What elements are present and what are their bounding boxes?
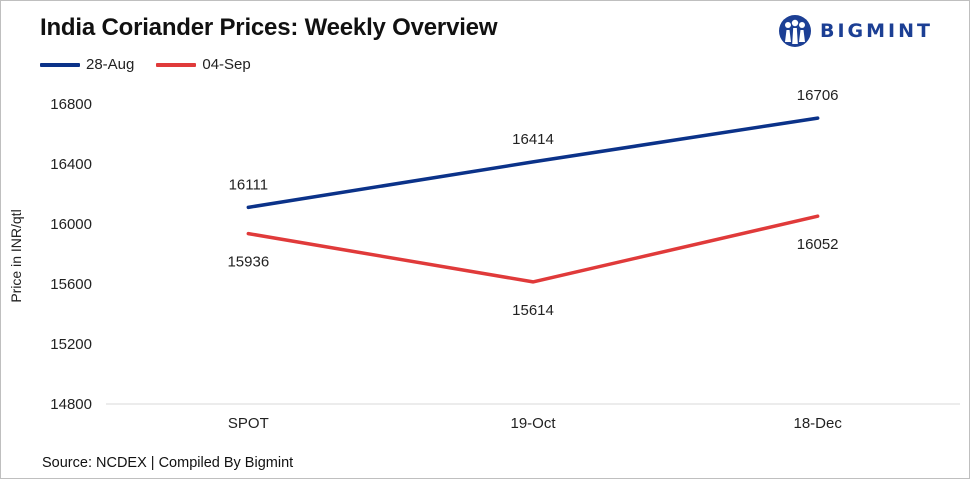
legend-label-28-aug: 28-Aug	[86, 56, 135, 73]
legend-item-28-aug: 28-Aug	[40, 56, 134, 73]
legend-label-04-sep: 04-Sep	[202, 56, 251, 73]
data-label: 16706	[797, 87, 839, 104]
data-label: 16111	[229, 176, 269, 193]
x-tick-label: 19-Oct	[510, 415, 556, 432]
chart-title: India Coriander Prices: Weekly Overview	[40, 14, 498, 41]
y-tick-label: 16800	[50, 96, 92, 113]
data-label: 16052	[797, 236, 839, 253]
y-tick-label: 16400	[50, 156, 92, 173]
data-label: 15936	[227, 254, 269, 271]
bigmint-people-logo-icon	[779, 15, 811, 47]
brand-logo: BIGMINT	[778, 14, 933, 48]
x-tick-label: SPOT	[228, 415, 269, 432]
brand-name: BIGMINT	[820, 20, 933, 42]
y-tick-label: 15200	[50, 336, 92, 353]
source-note: Source: NCDEX | Compiled By Bigmint	[42, 455, 294, 471]
legend-swatch-28-aug	[40, 62, 80, 67]
y-tick-label: 14800	[50, 396, 92, 413]
y-tick-label: 16000	[50, 216, 92, 233]
chart-legend: 28-Aug 04-Sep	[40, 56, 251, 73]
y-tick-label: 15600	[50, 276, 92, 293]
data-label: 15614	[512, 302, 554, 319]
series-line-04-sep	[246, 214, 820, 284]
legend-item-04-sep: 04-Sep	[156, 56, 251, 73]
x-tick-label: 18-Dec	[793, 415, 842, 432]
legend-swatch-04-sep	[156, 62, 197, 67]
series-line-28-aug	[246, 116, 820, 210]
data-label: 16414	[512, 131, 554, 148]
